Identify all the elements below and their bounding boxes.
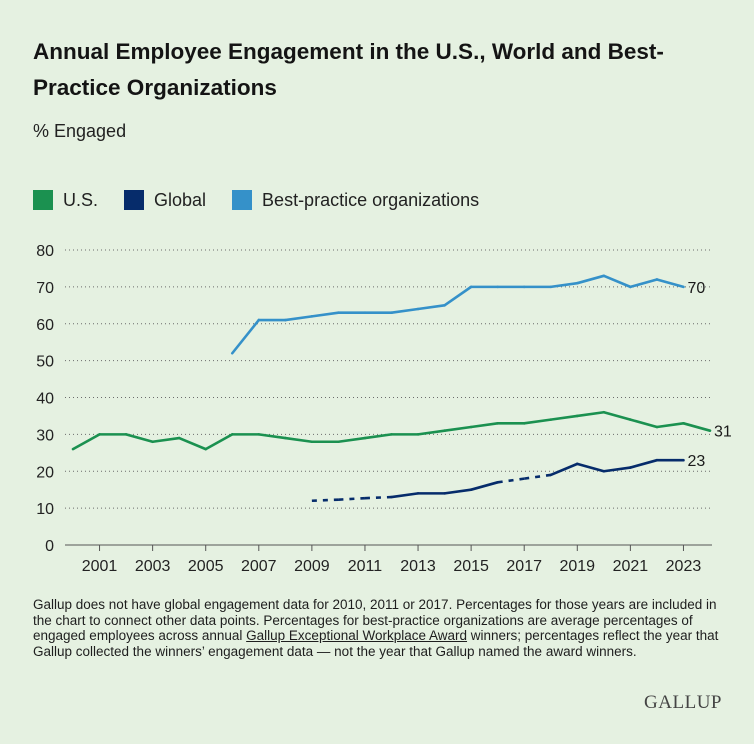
x-tick-label: 2017 bbox=[506, 558, 542, 575]
series-best-segment bbox=[629, 278, 659, 289]
series-us-end-label: 31 bbox=[714, 424, 732, 441]
y-tick-label: 80 bbox=[36, 243, 54, 260]
series-global-segment bbox=[497, 477, 525, 484]
series-us-segment bbox=[71, 433, 101, 451]
y-tick-label: 70 bbox=[36, 280, 54, 297]
gallup-logo: GALLUP bbox=[644, 692, 722, 713]
series-best-segment bbox=[230, 318, 261, 355]
series-best-segment bbox=[655, 278, 685, 289]
series-global-segment bbox=[338, 496, 366, 501]
series-global-segment bbox=[575, 462, 606, 473]
series-global-segment bbox=[469, 481, 499, 491]
series-us-segment bbox=[416, 429, 446, 436]
series-global-segment bbox=[390, 492, 420, 499]
y-tick-label: 60 bbox=[36, 317, 54, 334]
x-tick-label: 2009 bbox=[294, 558, 330, 575]
series-us-segment bbox=[337, 436, 367, 444]
chart-title: Annual Employee Engagement in the U.S., … bbox=[33, 39, 664, 100]
y-tick-label: 40 bbox=[36, 391, 54, 408]
x-tick-label: 2023 bbox=[666, 558, 702, 575]
series-best-segment bbox=[284, 315, 314, 322]
series-best-segment bbox=[416, 304, 446, 311]
legend-item-us: U.S. bbox=[33, 190, 98, 211]
x-tick-label: 2021 bbox=[613, 558, 649, 575]
x-tick-label: 2013 bbox=[400, 558, 436, 575]
series-us-segment bbox=[177, 436, 208, 451]
footnote-text-after: winners; percentages reflect the year th… bbox=[33, 628, 719, 659]
series-us-segment bbox=[363, 433, 393, 440]
y-tick-label: 10 bbox=[36, 501, 54, 518]
legend-item-global: Global bbox=[124, 190, 206, 211]
legend-label-us: U.S. bbox=[63, 189, 99, 210]
series-us-segment bbox=[151, 436, 181, 444]
y-tick-label: 0 bbox=[45, 538, 54, 555]
chart-footnote: Gallup does not have global engagement d… bbox=[33, 597, 723, 659]
footnote-text-before: Gallup does not have global engagement d… bbox=[33, 597, 717, 643]
series-global-segment bbox=[602, 466, 632, 473]
series-best-segment bbox=[602, 274, 632, 289]
series-us-segment bbox=[257, 433, 287, 440]
x-tick-label: 2015 bbox=[453, 558, 489, 575]
legend-swatch-global bbox=[124, 190, 145, 210]
series-us-segment bbox=[284, 436, 314, 444]
series-global-segment bbox=[549, 462, 579, 477]
legend-swatch-best bbox=[232, 190, 253, 210]
legend-label-best: Best-practice organizations bbox=[262, 189, 480, 210]
x-tick-label: 2001 bbox=[82, 558, 118, 575]
y-tick-label: 20 bbox=[36, 464, 54, 481]
series-us-segment bbox=[204, 433, 234, 451]
series-best-segment bbox=[549, 281, 579, 289]
x-tick-label: 2003 bbox=[135, 558, 171, 575]
series-global-segment bbox=[629, 458, 659, 469]
series-us-segment bbox=[602, 410, 632, 421]
legend-item-best: Best-practice organizations bbox=[232, 190, 479, 211]
series-us-segment bbox=[443, 425, 473, 432]
series-best-end-label: 70 bbox=[687, 280, 705, 297]
legend-label-global: Global bbox=[154, 189, 207, 210]
y-tick-label: 50 bbox=[36, 354, 54, 371]
series-best-segment bbox=[390, 307, 420, 314]
series-best-segment bbox=[575, 274, 606, 285]
series-best-segment bbox=[310, 311, 340, 318]
award-link[interactable]: Gallup Exceptional Workplace Award bbox=[246, 628, 468, 643]
x-tick-label: 2005 bbox=[188, 558, 224, 575]
series-us-segment bbox=[469, 422, 499, 429]
series-us-segment bbox=[124, 433, 154, 444]
series-global-segment bbox=[364, 495, 392, 500]
legend: U.S. Global Best-practice organizations bbox=[33, 188, 505, 212]
chart-subtitle: % Engaged bbox=[33, 121, 127, 141]
series-global-segment bbox=[311, 498, 339, 503]
series-us-segment bbox=[655, 422, 685, 429]
series-us-segment bbox=[575, 410, 606, 418]
series-us-segment bbox=[629, 418, 659, 429]
x-tick-label: 2007 bbox=[241, 558, 277, 575]
line-chart: 0 10 20 30 40 50 60 70 80 2001 2003 2005 2007 2009 201… bbox=[36, 243, 732, 575]
series-us-segment bbox=[549, 414, 579, 421]
y-tick-label: 30 bbox=[36, 427, 54, 444]
series-global-segment bbox=[524, 473, 551, 480]
x-tick-label: 2011 bbox=[348, 558, 383, 575]
series-best-segment bbox=[443, 285, 473, 307]
series-us-segment bbox=[682, 422, 712, 432]
x-tick-label: 2019 bbox=[559, 558, 595, 575]
legend-swatch-us bbox=[33, 190, 53, 210]
series-global-end-label: 23 bbox=[687, 453, 705, 470]
series-us-segment bbox=[522, 418, 553, 425]
series-global-segment bbox=[443, 488, 473, 495]
